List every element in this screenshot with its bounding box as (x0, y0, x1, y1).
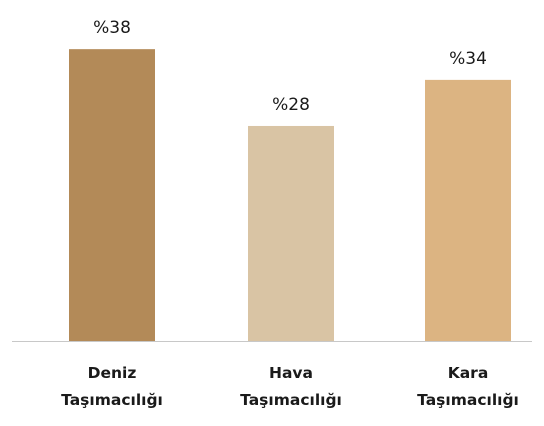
value-label-kara: %34 (449, 49, 487, 69)
value-label-hava: %28 (272, 95, 310, 115)
category-label-deniz: Deniz Taşımacılığı (42, 360, 182, 414)
category-label-hava: Hava Taşımacılığı (221, 360, 361, 414)
category-label-line-2: Taşımacılığı (61, 391, 163, 409)
bar-deniz (69, 49, 155, 341)
bar-hava (248, 125, 334, 342)
category-label-line-1: Kara (447, 364, 489, 382)
category-label-kara: Kara Taşımacılığı (398, 360, 538, 414)
category-label-line-1: Hava (269, 364, 313, 382)
value-label-deniz: %38 (93, 18, 131, 38)
category-label-line-1: Deniz (87, 364, 137, 382)
bar-kara (425, 79, 511, 341)
category-label-line-2: Taşımacılığı (240, 391, 342, 409)
category-label-line-2: Taşımacılığı (417, 391, 519, 409)
